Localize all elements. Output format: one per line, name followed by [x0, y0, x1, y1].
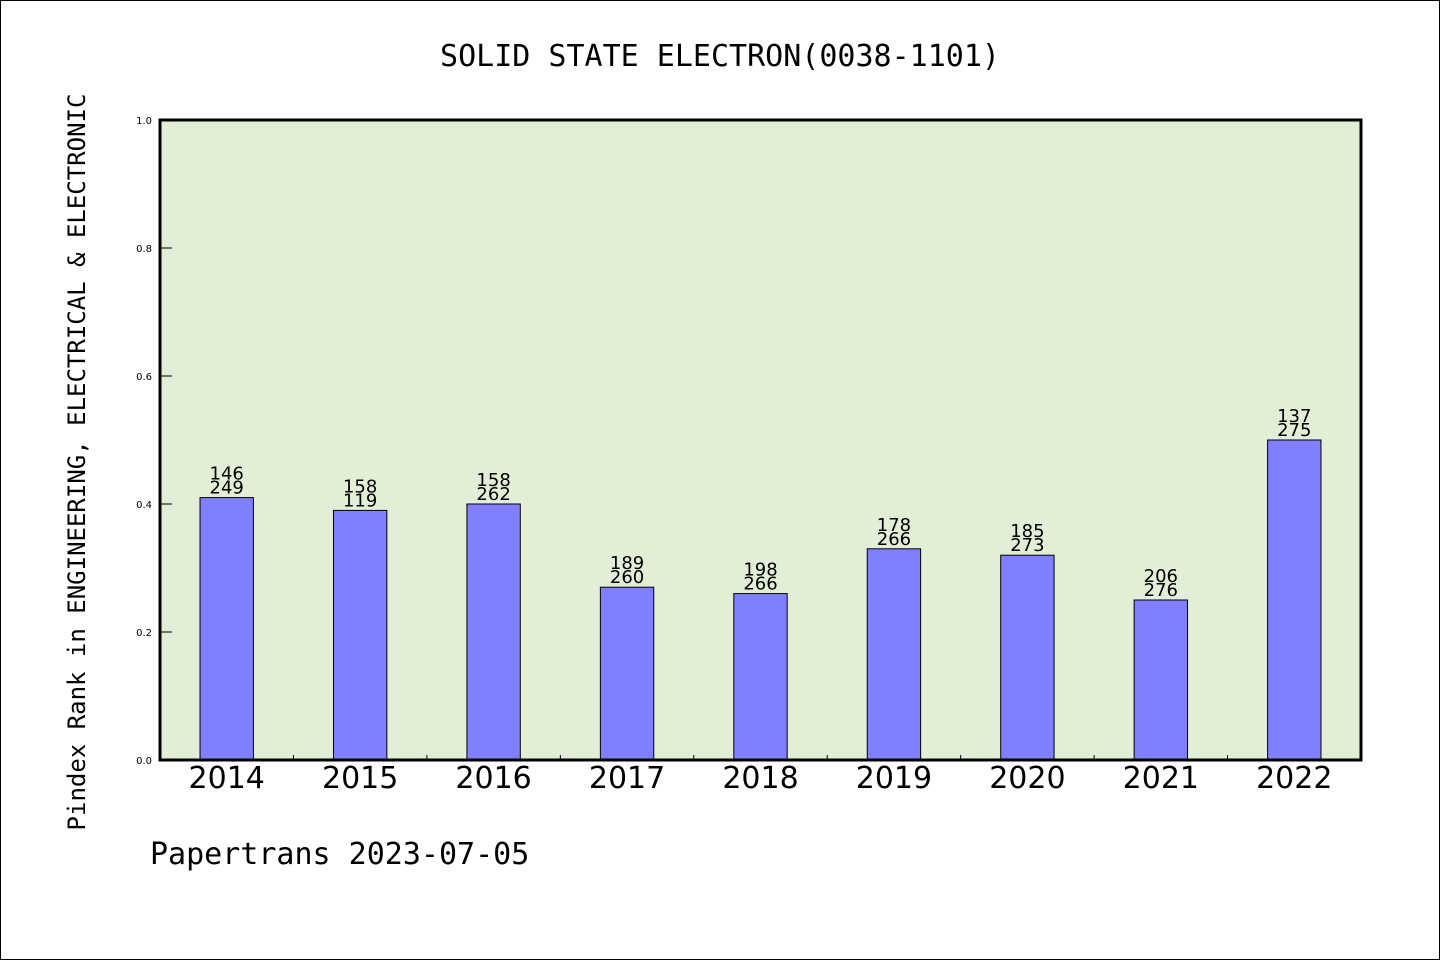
data-label-top: 146	[210, 464, 244, 485]
bar-2020	[1000, 554, 1055, 761]
footer-text: Papertrans 2023-07-05	[150, 837, 529, 872]
y-tick-label: 0.4	[136, 500, 152, 511]
y-tick-label: 0.8	[136, 244, 152, 255]
bar-2019	[866, 548, 922, 761]
data-label-top: 198	[743, 560, 777, 581]
x-tick-label: 2014	[189, 761, 265, 796]
data-label-bottom: 273	[1010, 535, 1044, 556]
data-label-top: 189	[610, 553, 644, 574]
x-tick-label: 2017	[589, 761, 665, 796]
x-tick-label: 2015	[322, 761, 398, 796]
data-label-bottom: 249	[210, 478, 244, 499]
data-label-bottom: 119	[343, 490, 377, 511]
bar-2017	[599, 586, 655, 761]
bar-2022	[1267, 439, 1322, 761]
bar-2014	[199, 497, 254, 761]
data-label-top: 137	[1277, 406, 1311, 427]
data-label-bottom: 266	[743, 574, 777, 595]
bar-group	[199, 439, 1322, 761]
y-axis-label: Pindex Rank in ENGINEERING, ELECTRICAL &…	[63, 94, 91, 831]
x-tick-label: 2022	[1256, 761, 1332, 796]
x-tick-label: 2019	[856, 761, 932, 796]
bar-2018	[733, 593, 788, 761]
data-label-bottom: 275	[1277, 420, 1311, 441]
bar-2021	[1133, 599, 1189, 761]
y-tick-label: 0.6	[136, 372, 152, 383]
x-axis: 2014 2015 2016 2017 2018 2019 2020 2021 2022	[189, 755, 1332, 796]
y-tick-label: 1.0	[136, 116, 152, 127]
data-label-top: 206	[1144, 566, 1178, 587]
chart-title: SOLID STATE ELECTRON(0038-1101)	[440, 39, 1000, 74]
data-label-bottom: 276	[1144, 580, 1178, 601]
data-label-bottom: 262	[476, 484, 510, 505]
plot-border	[158, 118, 1363, 762]
x-tick-label: 2016	[455, 761, 531, 796]
data-label-bottom: 266	[877, 529, 911, 550]
data-label-top: 185	[1010, 521, 1044, 542]
y-tick-label: 0.2	[136, 628, 152, 639]
y-tick-label: 0.0	[136, 756, 152, 767]
bar-2016	[466, 503, 521, 761]
data-label-bottom: 260	[610, 567, 644, 588]
x-tick-label: 2018	[722, 761, 798, 796]
x-tick-label: 2021	[1123, 761, 1199, 796]
data-label-top: 158	[476, 470, 510, 491]
bar-2015	[332, 509, 388, 761]
x-tick-label: 2020	[989, 761, 1065, 796]
data-label-top: 178	[877, 515, 911, 536]
data-label-top: 158	[343, 476, 377, 497]
